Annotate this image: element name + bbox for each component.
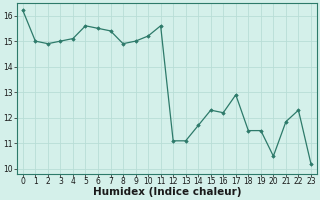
X-axis label: Humidex (Indice chaleur): Humidex (Indice chaleur) <box>93 187 241 197</box>
